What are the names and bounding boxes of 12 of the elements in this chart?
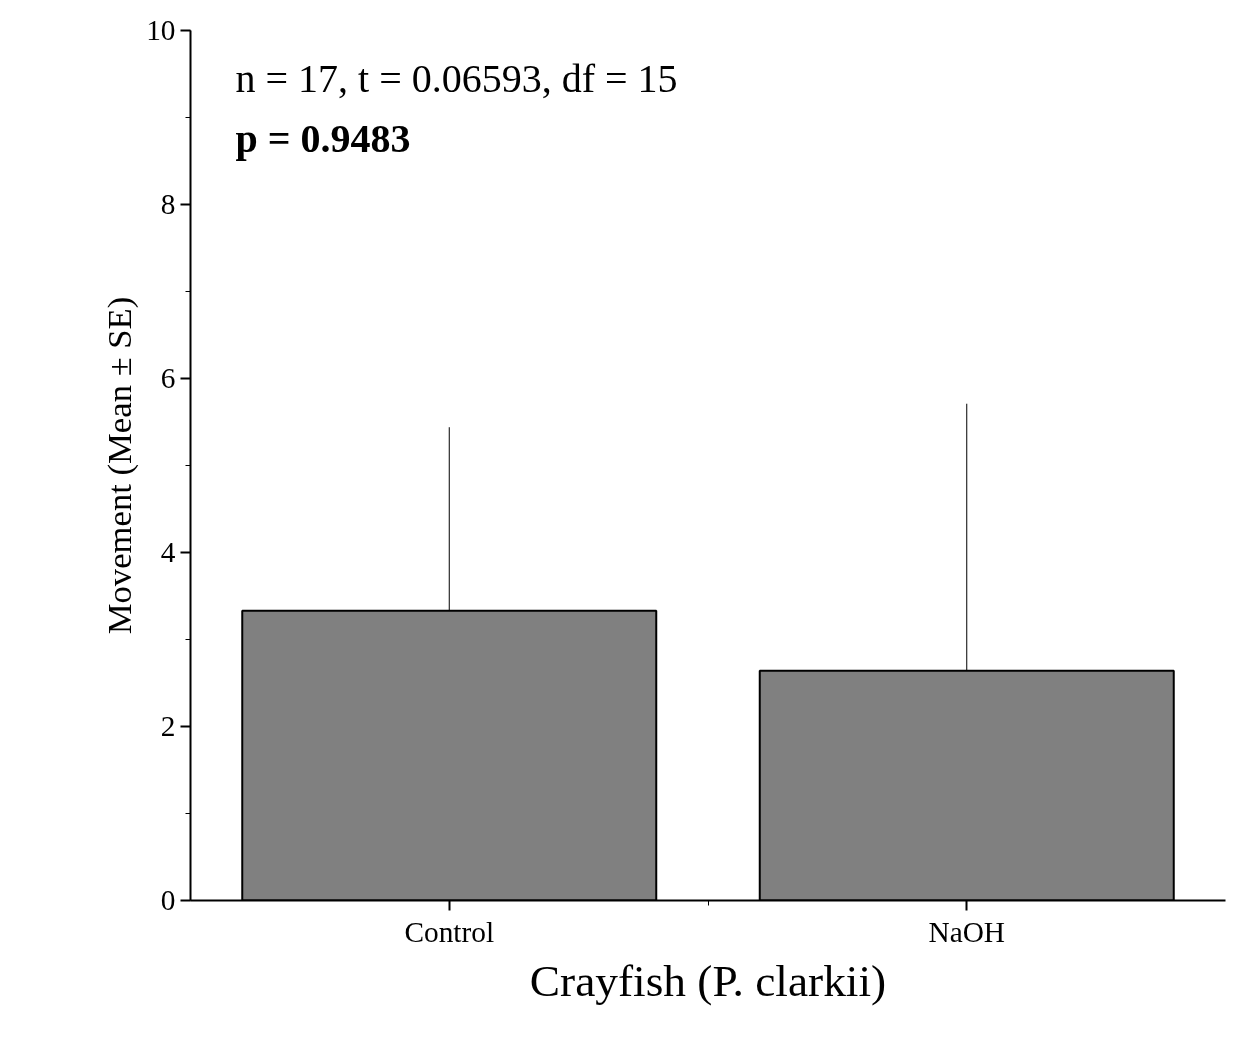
x-axis-title: Crayfish (P. clarkii): [529, 955, 887, 1006]
y-tick-label: 6: [160, 362, 176, 394]
y-tick-label: 0: [160, 884, 176, 916]
x-tick-label: Control: [404, 915, 495, 948]
y-axis-title: Movement (Mean ± SE): [100, 296, 140, 635]
annotation: n = 17, t = 0.06593, df = 15: [235, 55, 678, 101]
y-tick-label: 4: [160, 536, 176, 568]
y-tick-label: 10: [146, 14, 176, 46]
x-tick-label: NaOH: [928, 915, 1006, 948]
annotation: p = 0.9483: [235, 115, 411, 161]
y-tick-label: 2: [160, 710, 176, 742]
y-tick-label: 8: [160, 188, 176, 220]
